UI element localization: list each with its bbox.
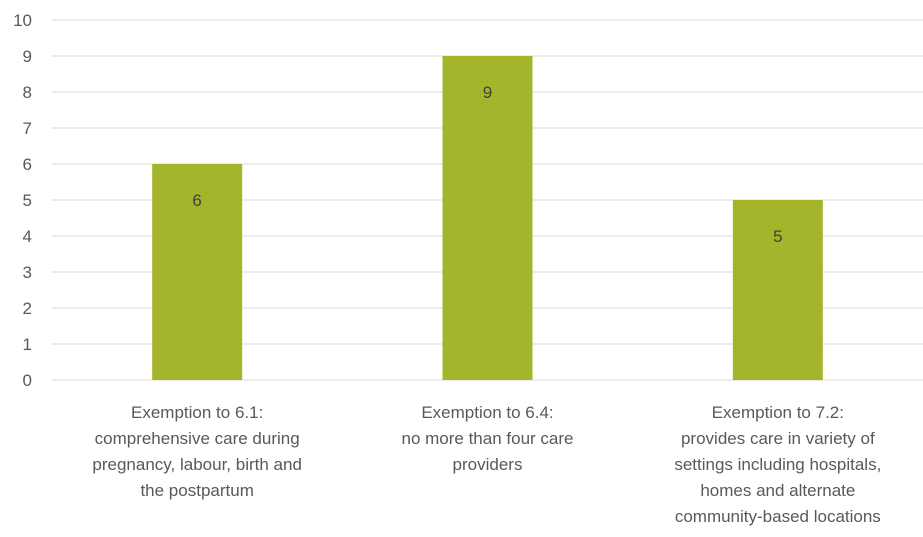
category-label: Exemption to 7.2: provides care in variet… [674, 403, 881, 526]
category-label: Exemption to 6.1: comprehensive care duri… [92, 403, 302, 500]
category-label-line: pregnancy, labour, birth and [92, 455, 302, 474]
data-label: 6 [192, 191, 201, 210]
y-tick-label: 5 [23, 191, 32, 210]
category-label-line: the postpartum [140, 481, 253, 500]
category-label-line: providers [453, 455, 523, 474]
category-label-line: Exemption to 6.4: [421, 403, 553, 422]
category-label: Exemption to 6.4: no more than four care p… [402, 403, 574, 474]
y-tick-label: 4 [23, 227, 32, 246]
bar [152, 164, 243, 380]
data-label: 9 [483, 83, 492, 102]
y-tick-label: 1 [23, 335, 32, 354]
data-label: 5 [773, 227, 782, 246]
data-labels: 6 9 5 [192, 83, 782, 246]
category-label-line: settings including hospitals, [674, 455, 881, 474]
bars [152, 56, 823, 380]
category-label-line: Exemption to 7.2: [712, 403, 844, 422]
y-tick-label: 6 [23, 155, 32, 174]
y-tick-label: 7 [23, 119, 32, 138]
y-axis-ticks: 0 1 2 3 4 5 6 7 8 9 10 [13, 11, 32, 390]
bar [732, 200, 823, 380]
category-label-line: no more than four care [402, 429, 574, 448]
y-tick-label: 2 [23, 299, 32, 318]
category-label-line: Exemption to 6.1: [131, 403, 263, 422]
category-label-line: comprehensive care during [95, 429, 300, 448]
bar [442, 56, 533, 380]
y-tick-label: 8 [23, 83, 32, 102]
y-tick-label: 0 [23, 371, 32, 390]
category-label-line: provides care in variety of [681, 429, 875, 448]
y-tick-label: 10 [13, 11, 32, 30]
y-tick-label: 9 [23, 47, 32, 66]
category-label-line: community-based locations [675, 507, 881, 526]
y-tick-label: 3 [23, 263, 32, 282]
category-label-line: homes and alternate [700, 481, 855, 500]
category-labels: Exemption to 6.1: comprehensive care duri… [92, 403, 881, 526]
